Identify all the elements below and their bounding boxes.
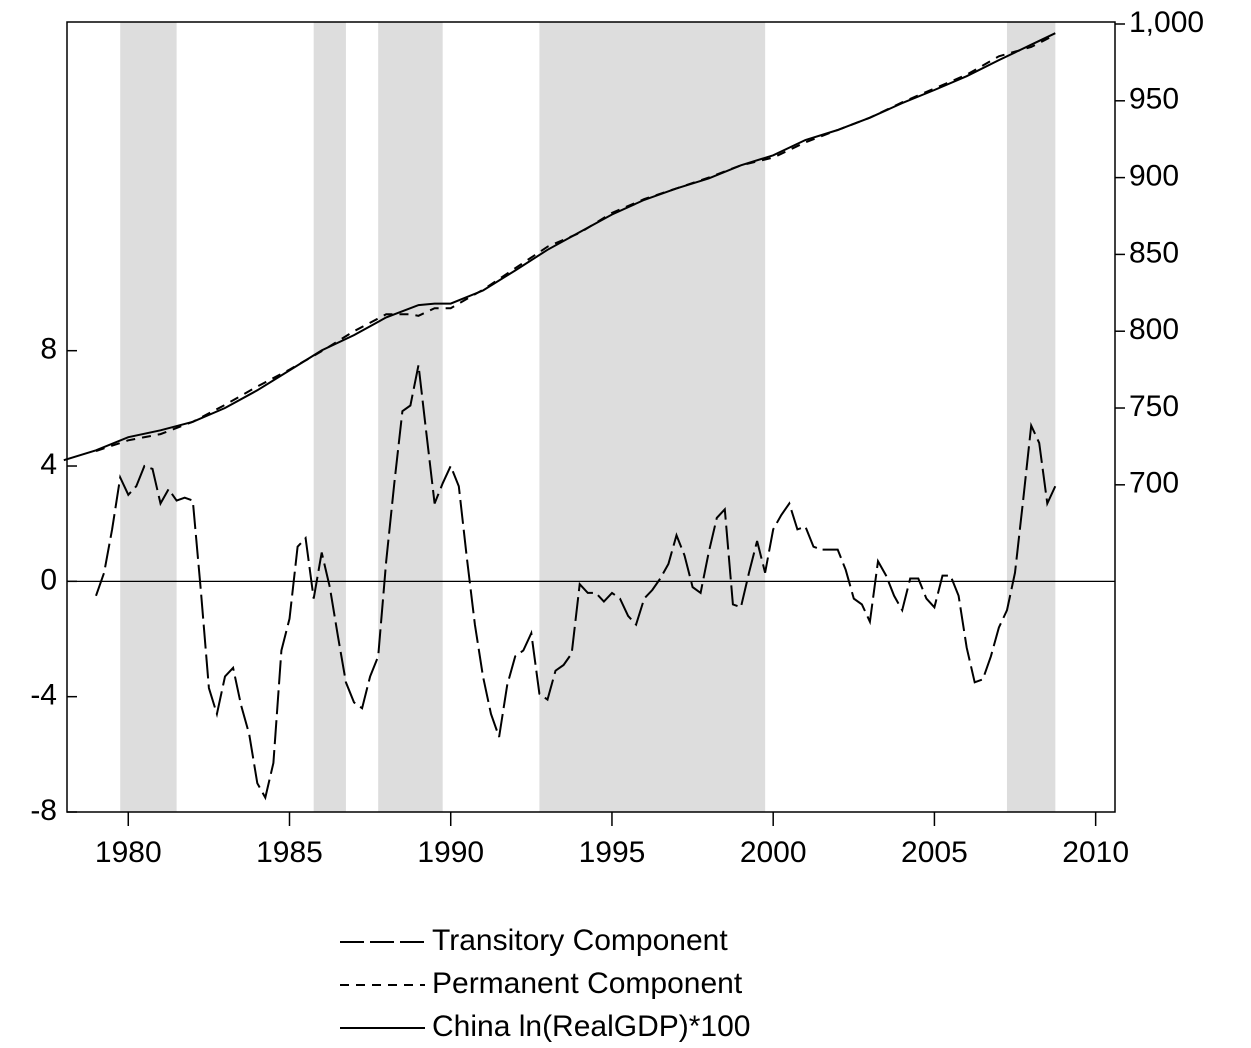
shaded-period xyxy=(1006,22,1056,812)
shaded-period xyxy=(313,22,346,812)
y2-tick-label: 900 xyxy=(1129,160,1179,193)
y-tick-label: 0 xyxy=(40,563,57,596)
x-tick-label: 2010 xyxy=(1062,836,1129,869)
x-tick-label: 1985 xyxy=(256,836,323,869)
y2-tick-label: 950 xyxy=(1129,83,1179,116)
x-tick-label: 2005 xyxy=(901,836,968,869)
x-tick-label: 2000 xyxy=(740,836,807,869)
y2-tick-label: 800 xyxy=(1129,313,1179,346)
plot-frame xyxy=(66,21,1116,813)
legend-label: Permanent Component xyxy=(432,967,743,1000)
legend-label: Transitory Component xyxy=(432,924,728,957)
series-line xyxy=(95,33,1056,452)
y-tick-label: -8 xyxy=(30,794,57,827)
y-tick-label: 8 xyxy=(40,333,57,366)
series-line xyxy=(63,32,1056,462)
x-tick-label: 1980 xyxy=(95,836,162,869)
shaded-period xyxy=(378,22,443,812)
x-tick-label: 1990 xyxy=(417,836,484,869)
legend-label: China ln(RealGDP)*100 xyxy=(432,1010,751,1043)
x-tick-label: 1995 xyxy=(579,836,646,869)
shaded-period xyxy=(120,22,177,812)
y2-tick-label: 850 xyxy=(1129,236,1179,269)
series-line xyxy=(95,364,1057,801)
y2-tick-label: 750 xyxy=(1129,390,1179,423)
y-tick-label: -4 xyxy=(30,679,57,712)
y2-tick-label: 700 xyxy=(1129,467,1179,500)
y-tick-label: 4 xyxy=(40,448,57,481)
y2-tick-label: 1,000 xyxy=(1129,6,1204,39)
shaded-period xyxy=(539,22,766,812)
